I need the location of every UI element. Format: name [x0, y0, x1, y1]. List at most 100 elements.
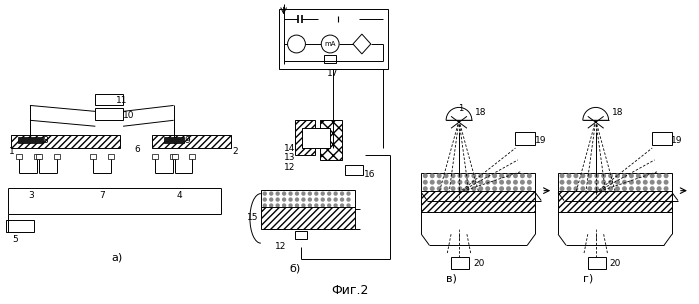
Circle shape — [629, 173, 634, 178]
Circle shape — [314, 197, 319, 202]
Circle shape — [464, 180, 470, 185]
Text: 15: 15 — [247, 213, 259, 222]
Circle shape — [513, 180, 518, 185]
Circle shape — [580, 173, 585, 178]
Bar — [172, 154, 178, 159]
Text: 12: 12 — [284, 163, 295, 172]
Circle shape — [478, 180, 483, 185]
Circle shape — [437, 173, 442, 178]
Circle shape — [566, 186, 572, 191]
Circle shape — [437, 180, 442, 185]
Circle shape — [340, 197, 344, 202]
Bar — [588, 257, 605, 269]
Text: 5: 5 — [12, 235, 18, 244]
Circle shape — [566, 173, 572, 178]
Circle shape — [346, 197, 351, 202]
Circle shape — [587, 180, 592, 185]
Circle shape — [650, 180, 655, 185]
Circle shape — [601, 180, 606, 185]
Circle shape — [608, 173, 613, 178]
Text: Фиг.2: Фиг.2 — [331, 284, 368, 297]
Circle shape — [321, 203, 325, 208]
Circle shape — [527, 173, 532, 178]
Circle shape — [636, 186, 641, 191]
Circle shape — [601, 173, 606, 178]
Circle shape — [650, 173, 655, 178]
Circle shape — [560, 186, 565, 191]
Circle shape — [478, 173, 483, 178]
Circle shape — [478, 186, 483, 191]
Circle shape — [327, 192, 331, 196]
Bar — [189, 154, 196, 159]
Circle shape — [289, 197, 293, 202]
Circle shape — [513, 186, 518, 191]
Circle shape — [643, 186, 648, 191]
Text: 19: 19 — [671, 136, 683, 145]
Circle shape — [423, 186, 428, 191]
Circle shape — [594, 186, 599, 191]
Circle shape — [663, 173, 668, 178]
Circle shape — [263, 197, 267, 202]
Circle shape — [566, 180, 572, 185]
Circle shape — [327, 197, 331, 202]
Circle shape — [580, 180, 585, 185]
Text: 17: 17 — [327, 69, 339, 78]
Circle shape — [423, 173, 428, 178]
Circle shape — [643, 173, 648, 178]
Bar — [34, 154, 40, 159]
Bar — [279, 9, 388, 69]
Circle shape — [301, 192, 305, 196]
Bar — [558, 191, 672, 212]
Circle shape — [263, 192, 267, 196]
Text: mA: mA — [324, 41, 336, 47]
Circle shape — [506, 180, 511, 185]
Bar — [296, 120, 315, 155]
Circle shape — [289, 203, 293, 208]
Text: 18: 18 — [612, 108, 624, 117]
Circle shape — [464, 186, 470, 191]
Circle shape — [492, 186, 497, 191]
Circle shape — [333, 192, 338, 196]
Bar — [164, 137, 184, 143]
Text: 1: 1 — [9, 147, 15, 156]
Circle shape — [269, 197, 273, 202]
Bar — [11, 135, 120, 148]
Text: 18: 18 — [475, 108, 487, 117]
Circle shape — [275, 192, 280, 196]
Bar — [345, 165, 363, 175]
Circle shape — [282, 192, 287, 196]
Circle shape — [663, 186, 668, 191]
Circle shape — [451, 180, 456, 185]
Bar — [90, 154, 96, 159]
Circle shape — [295, 192, 299, 196]
Text: 4: 4 — [177, 191, 182, 200]
Circle shape — [458, 180, 463, 185]
Text: б): б) — [290, 264, 301, 274]
Circle shape — [580, 186, 585, 191]
Circle shape — [444, 180, 449, 185]
Text: в): в) — [446, 274, 456, 284]
Circle shape — [615, 180, 620, 185]
Text: 3: 3 — [28, 191, 34, 200]
Bar — [261, 208, 355, 229]
Bar — [421, 191, 535, 212]
Circle shape — [485, 173, 490, 178]
Circle shape — [492, 180, 497, 185]
Circle shape — [622, 180, 627, 185]
Circle shape — [301, 197, 305, 202]
Circle shape — [314, 203, 319, 208]
Circle shape — [301, 203, 305, 208]
Circle shape — [650, 186, 655, 191]
Circle shape — [308, 203, 312, 208]
Circle shape — [636, 180, 641, 185]
Wedge shape — [583, 107, 609, 120]
Circle shape — [520, 186, 525, 191]
Circle shape — [308, 192, 312, 196]
Circle shape — [430, 186, 435, 191]
Circle shape — [458, 173, 463, 178]
Bar — [16, 154, 22, 159]
Bar — [296, 231, 308, 239]
Bar — [652, 132, 672, 145]
Bar — [54, 154, 59, 159]
Text: 1: 1 — [459, 104, 463, 113]
